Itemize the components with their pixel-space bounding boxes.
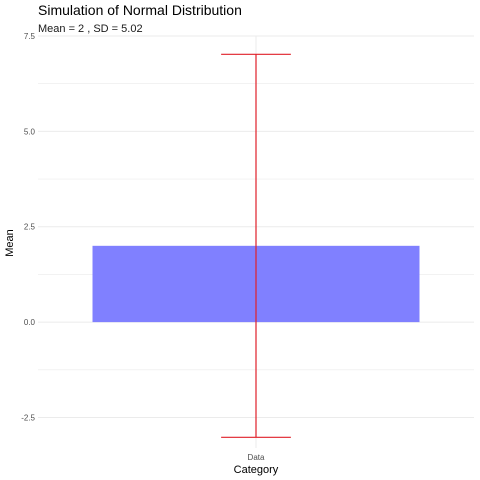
x-axis-title: Category bbox=[234, 464, 279, 476]
chart-subtitle: Mean = 2 , SD = 5.02 bbox=[38, 23, 143, 35]
y-tick-label: 7.5 bbox=[24, 32, 36, 41]
y-tick-label: -2.5 bbox=[21, 413, 35, 422]
x-tick-label: Data bbox=[248, 453, 265, 462]
y-axis-title: Mean bbox=[4, 229, 16, 257]
error-bars bbox=[221, 53, 291, 438]
y-tick-label: 5.0 bbox=[24, 127, 36, 136]
y-tick-label: 2.5 bbox=[24, 223, 36, 232]
chart-title: Simulation of Normal Distribution bbox=[38, 2, 242, 18]
x-axis-ticks: Data bbox=[248, 453, 265, 462]
y-tick-label: 0.0 bbox=[24, 318, 36, 327]
y-axis-ticks: -2.5 0.0 2.5 5.0 7.5 bbox=[21, 32, 35, 422]
